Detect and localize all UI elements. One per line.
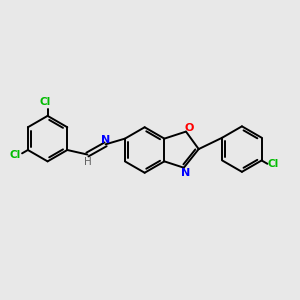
Text: N: N xyxy=(181,167,190,178)
Text: N: N xyxy=(101,135,110,145)
Text: Cl: Cl xyxy=(268,159,279,169)
Text: Cl: Cl xyxy=(10,150,21,160)
Text: O: O xyxy=(184,123,194,134)
Text: H: H xyxy=(83,157,91,167)
Text: Cl: Cl xyxy=(39,97,50,107)
